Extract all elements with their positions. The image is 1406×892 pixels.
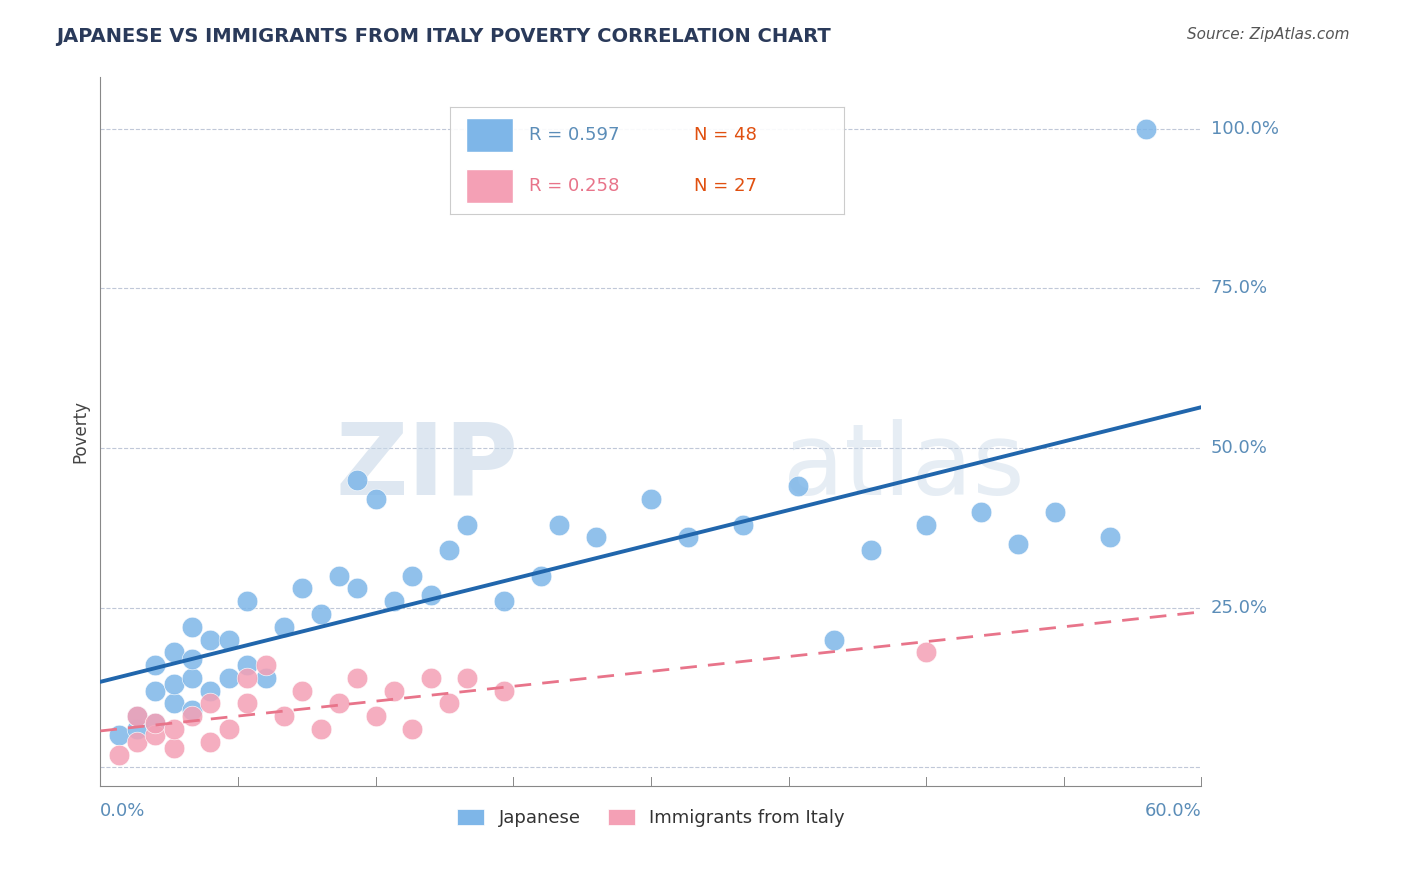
Text: N = 48: N = 48 [695,126,756,144]
Point [1098,530,1121,544]
Point [125,735,148,749]
Point [200,632,222,647]
Point [163,741,186,756]
Point [548,517,571,532]
Point [236,658,259,673]
Text: ZIP: ZIP [336,419,519,516]
Point [273,709,295,723]
Point [585,530,607,544]
Point [419,671,441,685]
Text: 60.0%: 60.0% [1144,803,1202,821]
Point [401,568,423,582]
Point [181,709,204,723]
Point [915,517,938,532]
Point [456,517,478,532]
Text: N = 27: N = 27 [695,178,756,195]
Point [236,697,259,711]
Point [309,722,332,736]
Y-axis label: Poverty: Poverty [72,401,89,464]
Point [1135,121,1157,136]
Point [125,722,148,736]
FancyBboxPatch shape [465,169,513,203]
FancyBboxPatch shape [465,118,513,152]
Point [419,588,441,602]
Point [437,697,460,711]
Point [676,530,699,544]
Point [382,683,405,698]
Point [181,703,204,717]
Point [200,735,222,749]
Point [346,582,368,596]
Point [181,620,204,634]
Point [107,728,129,742]
Point [456,671,478,685]
Point [254,671,277,685]
Text: 50.0%: 50.0% [1211,439,1267,457]
Point [494,683,516,698]
Point [860,543,883,558]
Point [145,728,167,742]
Point [328,697,350,711]
Text: atlas: atlas [783,419,1025,516]
Point [163,645,186,659]
Text: R = 0.258: R = 0.258 [529,178,619,195]
Point [145,683,167,698]
Point [145,715,167,730]
Point [291,582,314,596]
Text: 75.0%: 75.0% [1211,279,1268,297]
Point [364,709,387,723]
Point [125,709,148,723]
Legend: Japanese, Immigrants from Italy: Japanese, Immigrants from Italy [450,802,852,834]
Point [163,697,186,711]
Text: JAPANESE VS IMMIGRANTS FROM ITALY POVERTY CORRELATION CHART: JAPANESE VS IMMIGRANTS FROM ITALY POVERT… [56,27,831,45]
Point [786,479,808,493]
Point [200,683,222,698]
Point [200,697,222,711]
Point [970,505,993,519]
Point [181,671,204,685]
Point [181,651,204,665]
Point [437,543,460,558]
Point [530,568,553,582]
Point [273,620,295,634]
Point [125,709,148,723]
Point [218,632,240,647]
Text: 25.0%: 25.0% [1211,599,1268,616]
Point [163,722,186,736]
Point [309,607,332,621]
Point [382,594,405,608]
Text: R = 0.597: R = 0.597 [529,126,619,144]
Text: Source: ZipAtlas.com: Source: ZipAtlas.com [1187,27,1350,42]
Point [291,683,314,698]
Point [346,671,368,685]
Point [145,715,167,730]
Point [346,473,368,487]
Text: 0.0%: 0.0% [100,803,146,821]
Point [145,658,167,673]
Point [163,677,186,691]
Point [494,594,516,608]
Point [236,594,259,608]
Point [1007,537,1029,551]
Point [401,722,423,736]
Point [1043,505,1066,519]
Point [107,747,129,762]
Point [218,722,240,736]
Point [364,491,387,506]
Point [254,658,277,673]
Point [823,632,845,647]
Text: 100.0%: 100.0% [1211,120,1278,137]
Point [915,645,938,659]
Point [218,671,240,685]
Point [328,568,350,582]
Point [731,517,754,532]
Point [640,491,662,506]
Point [236,671,259,685]
